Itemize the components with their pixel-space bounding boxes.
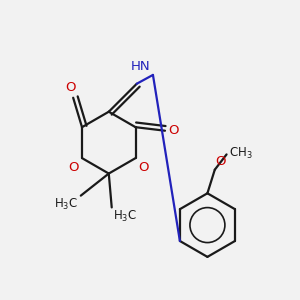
Text: CH$_3$: CH$_3$: [229, 146, 253, 161]
Text: H$_3$C: H$_3$C: [54, 197, 79, 212]
Text: O: O: [69, 161, 79, 174]
Text: O: O: [66, 81, 76, 94]
Text: HN: HN: [130, 60, 150, 73]
Text: O: O: [139, 161, 149, 174]
Text: H$_3$C: H$_3$C: [113, 209, 137, 224]
Text: O: O: [169, 124, 179, 137]
Text: O: O: [215, 155, 226, 168]
